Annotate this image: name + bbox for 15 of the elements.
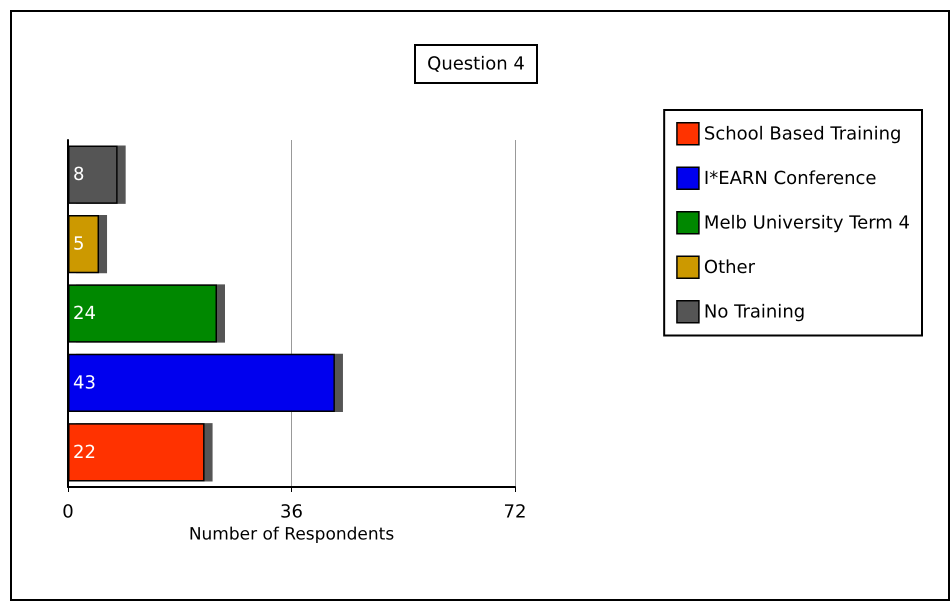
data-label: 24 xyxy=(73,303,96,324)
legend-label: I*EARN Conference xyxy=(704,168,876,189)
legend-label: School Based Training xyxy=(704,123,902,144)
data-label: 22 xyxy=(73,442,96,463)
data-label: 8 xyxy=(73,164,84,186)
data-label: 5 xyxy=(73,234,84,255)
x-tick-label: 0 xyxy=(62,502,74,522)
legend-label: No Training xyxy=(704,301,806,322)
data-label: 43 xyxy=(73,372,96,394)
x-tick-label: 72 xyxy=(504,502,526,522)
chart-title: Question 4 xyxy=(427,54,525,74)
legend-label: Other xyxy=(704,256,756,278)
legend-label: Melb University Term 4 xyxy=(704,212,910,234)
x-tick-label: 36 xyxy=(280,502,303,522)
x-axis-title: Number of Respondents xyxy=(188,524,394,544)
